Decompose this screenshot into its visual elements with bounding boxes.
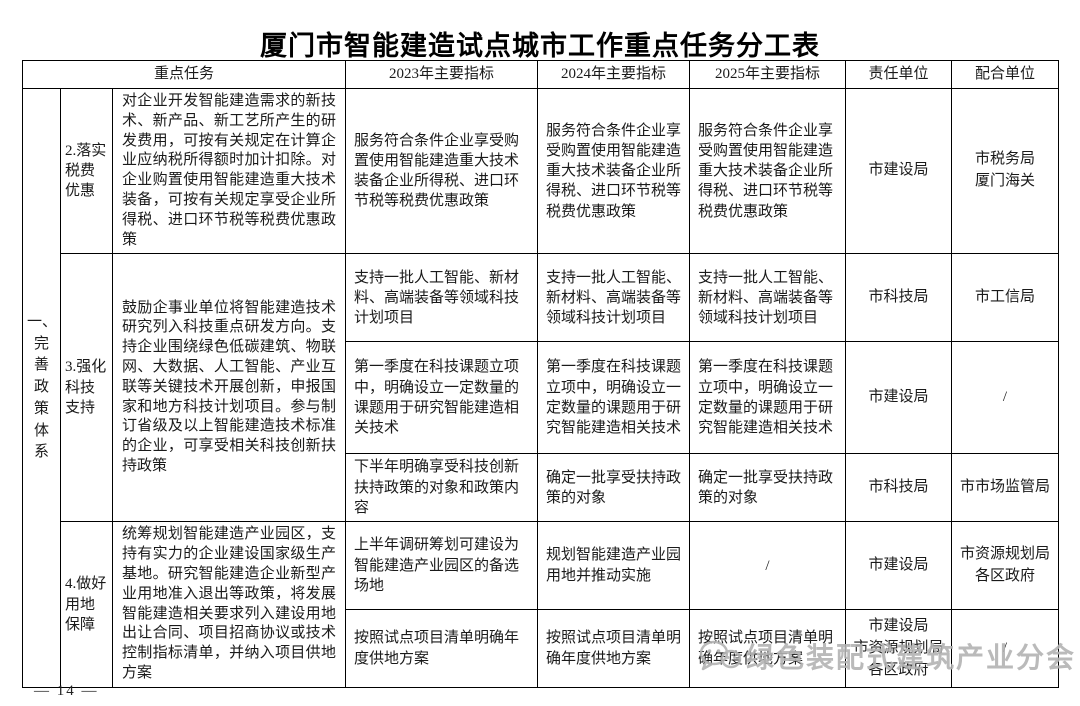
responsible-unit-cell: 市科技局 [845, 453, 952, 523]
indicator-2024-cell: 按照试点项目清单明确年度供地方案 [537, 609, 690, 689]
responsible-unit-cell: 市建设局 [845, 87, 952, 255]
indicator-2024-cell: 规划智能建造产业园用地并推动实施 [537, 521, 690, 611]
cooperating-unit-cell: 市市场监管局 [951, 453, 1059, 523]
indicator-2025-cell: 按照试点项目清单明确年度供地方案 [689, 609, 846, 689]
task-name-cell: 4.做好用地保障 [60, 521, 113, 689]
cooperating-unit-cell: / [951, 341, 1059, 455]
cooperating-unit-cell: 市工信局 [951, 253, 1059, 343]
indicator-2024-cell: 服务符合条件企业享受购置使用智能建造重大技术装备企业所得税、进口环节税等税费优惠… [537, 87, 690, 255]
col-header-responsible: 责任单位 [845, 60, 952, 89]
responsible-unit-cell: 市科技局 [845, 253, 952, 343]
task-division-table: 重点任务 2023年主要指标 2024年主要指标 2025年主要指标 责任单位 … [22, 60, 1059, 689]
table-row-tech-1: 3.强化科技支持 鼓励企事业单位将智能建造技术研究列入科技重点研发方向。支持企业… [23, 253, 1059, 523]
task-desc-cell: 统筹规划智能建造产业园区，支持有实力的企业建设国家级生产基地。研究智能建造企业新… [112, 521, 346, 689]
table-row-tech-3: 下半年明确享受科技创新扶持政策的对象和政策内容 确定一批享受扶持政策的对象 确定… [23, 453, 1059, 523]
indicator-2023-cell: 第一季度在科技课题立项中，明确设立一定数量的课题用于研究智能建造相关技术 [345, 341, 538, 455]
indicator-2023-cell: 下半年明确享受科技创新扶持政策的对象和政策内容 [345, 453, 538, 523]
indicator-2023-cell: 按照试点项目清单明确年度供地方案 [345, 609, 538, 689]
indicator-2025-cell: 服务符合条件企业享受购置使用智能建造重大技术装备企业所得税、进口环节税等税费优惠… [689, 87, 846, 255]
col-header-cooperating: 配合单位 [951, 60, 1059, 89]
table-row-land-1: 4.做好用地保障 统筹规划智能建造产业园区，支持有实力的企业建设国家级生产基地。… [23, 521, 1059, 689]
cooperating-unit-cell: / [951, 609, 1059, 689]
indicator-2023-cell: 上半年调研筹划可建设为智能建造产业园区的备选场地 [345, 521, 538, 611]
indicator-2025-cell: / [689, 521, 846, 611]
table-row-tech-2: 第一季度在科技课题立项中，明确设立一定数量的课题用于研究智能建造相关技术 第一季… [23, 341, 1059, 455]
responsible-unit-cell: 市建设局 [845, 521, 952, 611]
indicator-2023-cell: 服务符合条件企业享受购置使用智能建造重大技术装备企业所得税、进口环节税等税费优惠… [345, 87, 538, 255]
indicator-2025-cell: 支持一批人工智能、新材料、高端装备等领域科技计划项目 [689, 253, 846, 343]
col-header-2023: 2023年主要指标 [345, 60, 538, 89]
indicator-2025-cell: 确定一批享受扶持政策的对象 [689, 453, 846, 523]
indicator-2025-cell: 第一季度在科技课题立项中，明确设立一定数量的课题用于研究智能建造相关技术 [689, 341, 846, 455]
responsible-unit-cell: 市建设局 [845, 341, 952, 455]
table-header-row: 重点任务 2023年主要指标 2024年主要指标 2025年主要指标 责任单位 … [22, 60, 1059, 89]
task-name-cell: 3.强化科技支持 [60, 253, 113, 523]
task-name-cell: 2.落实税费优惠 [60, 87, 113, 255]
col-header-task: 重点任务 [22, 60, 346, 89]
responsible-unit-cell: 市建设局 市资源规划局 各区政府 [845, 609, 952, 689]
indicator-2023-cell: 支持一批人工智能、新材料、高端装备等领域科技计划项目 [345, 253, 538, 343]
indicator-2024-cell: 支持一批人工智能、新材料、高端装备等领域科技计划项目 [537, 253, 690, 343]
page-title: 厦门市智能建造试点城市工作重点任务分工表 [260, 31, 820, 61]
col-header-2024: 2024年主要指标 [537, 60, 690, 89]
task-desc-cell: 对企业开发智能建造需求的新技术、新产品、新工艺所产生的研发费用，可按有关规定在计… [112, 87, 346, 255]
section-label-cell: 一、完善政策体系 [22, 87, 61, 689]
table-row-land-2: 按照试点项目清单明确年度供地方案 按照试点项目清单明确年度供地方案 按照试点项目… [23, 609, 1059, 689]
col-header-2025: 2025年主要指标 [689, 60, 846, 89]
table-row-tax: 一、完善政策体系 2.落实税费优惠 对企业开发智能建造需求的新技术、新产品、新工… [22, 87, 1059, 689]
task-desc-cell: 鼓励企事业单位将智能建造技术研究列入科技重点研发方向。支持企业围绕绿色低碳建筑、… [112, 253, 346, 523]
indicator-2024-cell: 第一季度在科技课题立项中，明确设立一定数量的课题用于研究智能建造相关技术 [537, 341, 690, 455]
cooperating-unit-cell: 市税务局 厦门海关 [951, 87, 1059, 255]
page-number: — 14 — [34, 683, 99, 699]
cooperating-unit-cell: 市资源规划局 各区政府 [951, 521, 1059, 611]
indicator-2024-cell: 确定一批享受扶持政策的对象 [537, 453, 690, 523]
